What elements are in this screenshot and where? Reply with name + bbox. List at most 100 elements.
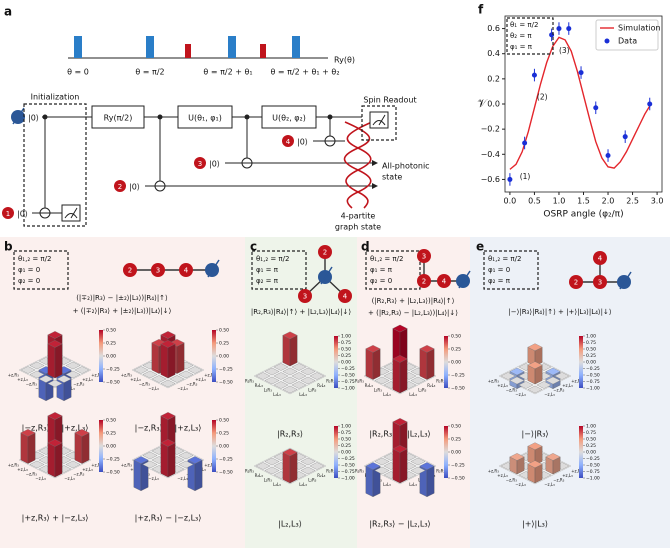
bar3d [142, 370, 158, 379]
y-tick-label: 0.4 [487, 49, 500, 58]
basis-label: L₂R₃ [264, 388, 273, 393]
bar-face [282, 452, 291, 484]
bar-face [289, 452, 298, 484]
bar-top [309, 462, 325, 470]
basis-label: +z,R₃ [121, 373, 133, 378]
y-tick-label: 0.6 [487, 24, 500, 33]
gate [91, 105, 145, 129]
colorbar-label: −0.75 [341, 469, 355, 475]
bar3d [527, 361, 543, 385]
photon-number: 2 [118, 183, 122, 191]
basis-label: +z,L₃ [82, 467, 93, 472]
bar3d [65, 361, 81, 370]
bar-face [81, 432, 90, 464]
bar3d [187, 456, 203, 492]
colorbar-label: 0.25 [586, 443, 596, 449]
basis-label: +z,R₃ [121, 463, 133, 468]
bar-top [255, 462, 271, 470]
pulse [292, 36, 300, 58]
density-plot: +z,R₃+z,R₃+z,L₃+z,L₃−z,R₃−z,R₃−z,L₃−z,L₃… [488, 424, 600, 529]
bar-top [133, 366, 149, 374]
graph-node [298, 289, 312, 303]
param: φ₁ = 0 [488, 266, 510, 274]
bar3d [273, 372, 289, 380]
bar-top [527, 442, 543, 450]
bar3d [300, 466, 316, 475]
colorbar-label: 0.25 [106, 431, 116, 437]
colorbar-label: 0.50 [451, 424, 461, 430]
bar3d [527, 343, 543, 367]
data-point [647, 101, 653, 107]
bar3d [518, 381, 534, 389]
colorbar-label: 0.75 [341, 340, 351, 346]
graph-node [123, 263, 137, 277]
basis-label: +z,R₃ [204, 463, 216, 468]
bar-face [54, 442, 63, 478]
colorbar-label: 0.25 [341, 443, 351, 449]
bar-top [160, 331, 176, 339]
graph-node [179, 263, 193, 277]
pulse [228, 36, 236, 58]
colorbar-label: −0.75 [341, 379, 355, 385]
bar3d [38, 375, 54, 383]
y-tick-label: −0.4 [481, 150, 500, 159]
basis-label: −z,L₃ [515, 482, 526, 487]
colorbar [444, 336, 448, 388]
bar-top [47, 379, 63, 388]
y-tick-label: 0.2 [487, 74, 500, 83]
basis-label: L₂R₃ [308, 478, 317, 483]
bar-top [527, 361, 543, 369]
state-formula: + (|∓₂⟩|R₃⟩ + |±₂⟩|L₃⟩)|L₄⟩|↓⟩ [73, 307, 172, 315]
bar3d [509, 376, 525, 385]
pulse [185, 44, 191, 58]
arrowhead [372, 160, 378, 166]
bar3d [554, 372, 570, 380]
spin-arrow [619, 271, 632, 290]
colorbar-label: 0.50 [451, 334, 461, 340]
bar3d [527, 442, 543, 466]
bar-top [291, 363, 307, 371]
node-number: 3 [303, 293, 307, 301]
bar-top [65, 370, 81, 379]
bar-top [500, 372, 516, 380]
colorbar-label: 0.00 [106, 354, 116, 360]
bar3d [47, 340, 63, 379]
graph-node [151, 263, 165, 277]
bar3d [374, 457, 390, 466]
bar3d [20, 429, 36, 464]
bar-top [419, 345, 435, 353]
bar-top [178, 451, 194, 460]
bar3d [74, 366, 90, 374]
bar-face [160, 343, 169, 379]
pulse-label: θ = π/2 [135, 68, 164, 77]
gate [261, 105, 317, 129]
bar3d [160, 439, 176, 478]
bar-top [282, 448, 298, 457]
bar3d [291, 363, 307, 371]
graph-node [318, 245, 332, 259]
node-number: 4 [184, 267, 189, 275]
bar-face [47, 343, 56, 379]
bar-face [392, 358, 401, 394]
bar-face [194, 459, 203, 492]
state-formula: |−⟩|R₃⟩|R₄⟩|↑⟩ + |+⟩|L₃⟩|L₄⟩|↓⟩ [508, 308, 612, 316]
annotation: (2) [537, 93, 548, 102]
basis-label: L₂L₃ [273, 482, 281, 487]
colorbar-label: −0.25 [219, 367, 233, 373]
colorbar-label: 0.00 [451, 360, 461, 366]
legend-label: Data [618, 37, 637, 46]
bar-face [399, 358, 408, 394]
pulse [146, 36, 154, 58]
bar-top [47, 340, 63, 348]
plot-floor [253, 357, 327, 395]
param: θ₁,₂ = π/2 [488, 255, 521, 263]
colorbar [334, 426, 338, 478]
bar-top [282, 367, 298, 376]
spin-arrow [207, 259, 220, 278]
meter [64, 207, 78, 219]
photonic-label: state [382, 173, 402, 182]
bar-top [151, 339, 167, 347]
bar-top [282, 376, 298, 385]
